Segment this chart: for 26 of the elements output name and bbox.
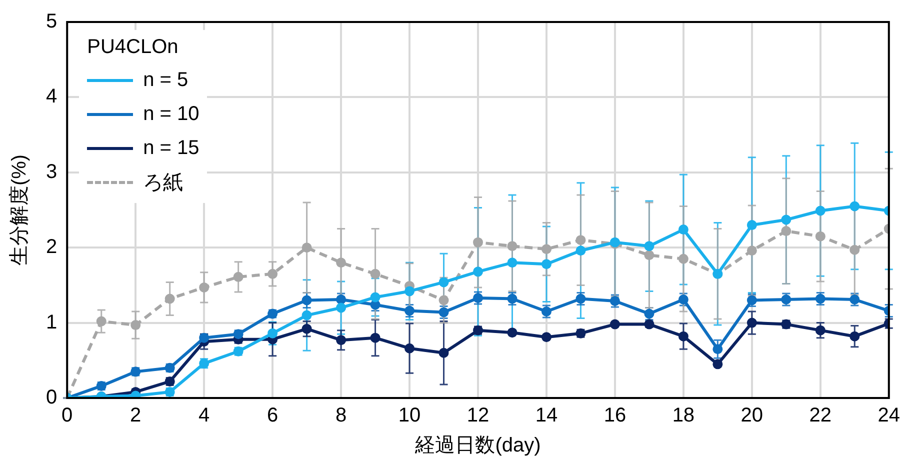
x-tick-label: 16 [604, 404, 626, 427]
y-tick-label: 0 [46, 386, 58, 409]
y-axis-title: 生分解度(%) [8, 154, 31, 266]
x-tick-label: 24 [878, 404, 900, 427]
legend-title: PU4CLOn [87, 36, 180, 59]
x-tick-label: 2 [130, 404, 142, 427]
y-tick-label: 3 [46, 160, 58, 183]
x-tick-label: 0 [62, 404, 73, 427]
x-tick-label: 6 [267, 404, 278, 427]
x-tick-label: 14 [535, 404, 558, 427]
x-tick-label: 22 [809, 404, 832, 427]
x-axis-title: 経過日数(day) [414, 434, 541, 457]
x-tick-label: 4 [198, 404, 210, 427]
legend-label: n = 10 [143, 102, 200, 126]
y-tick-label: 4 [46, 86, 58, 108]
x-tick-label: 20 [740, 404, 764, 427]
y-tick-label: 2 [46, 236, 58, 258]
y-tick-label: 1 [46, 311, 58, 334]
x-tick-label: 8 [335, 404, 347, 427]
y-tick-label: 5 [46, 10, 58, 33]
legend-label: n = 15 [143, 136, 200, 160]
x-tick-label: 18 [672, 404, 695, 427]
legend-label: n = 5 [143, 68, 188, 92]
legend-label: ろ紙 [143, 170, 184, 196]
x-tick-label: 12 [466, 404, 490, 427]
x-tick-label: 10 [398, 404, 421, 427]
